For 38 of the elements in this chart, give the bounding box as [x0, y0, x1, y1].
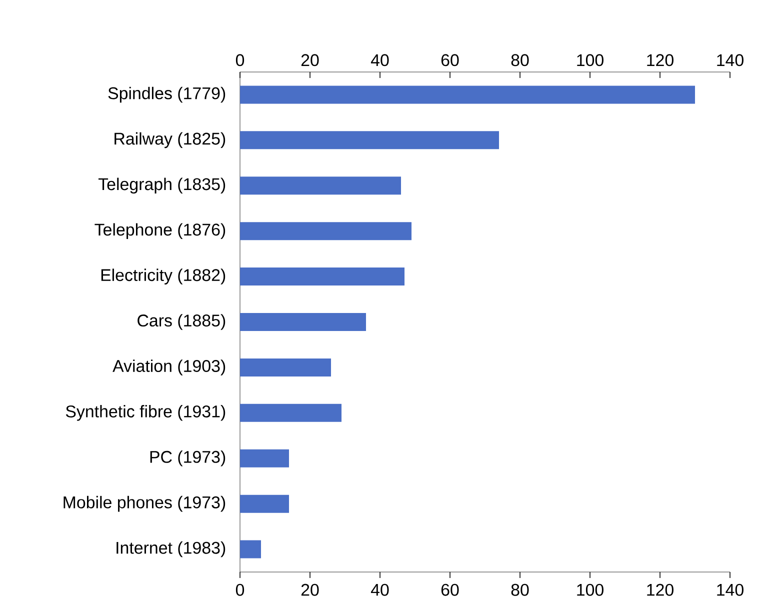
bar	[240, 494, 289, 513]
x-tick-label: 40	[370, 584, 389, 596]
bar	[240, 358, 332, 376]
x2-tick-label: 120	[647, 54, 674, 66]
bar	[240, 540, 261, 558]
x-tick-label: 20	[301, 584, 319, 596]
bar	[240, 404, 342, 422]
x2-tick-label: 140	[717, 54, 744, 66]
x-tick-label: 80	[511, 584, 529, 596]
bar	[240, 86, 696, 104]
y-tick-label: PC (1973)	[150, 450, 226, 466]
x2-tick-label: 20	[301, 54, 319, 66]
y-tick-label: Electricity (1882)	[101, 268, 226, 284]
y-tick-label: Synthetic fibre (1931)	[66, 405, 226, 421]
bar	[240, 131, 500, 150]
x2-tick-label: 60	[441, 54, 459, 66]
y-tick-label: Spindles (1779)	[108, 86, 226, 103]
bar	[240, 176, 402, 195]
bar	[240, 449, 289, 468]
y-tick-label: Mobile phones (1973)	[64, 496, 226, 512]
y-tick-label: Internet (1983)	[116, 541, 226, 558]
bar	[240, 268, 405, 286]
y-tick-label: Telegraph (1835)	[98, 178, 226, 194]
bar	[240, 313, 366, 332]
x2-tick-label: 100	[577, 54, 604, 66]
y-tick-label: Railway (1825)	[114, 132, 226, 148]
x-tick-label: 100	[577, 584, 604, 596]
y-tick-label: Aviation (1903)	[112, 360, 226, 376]
bar	[240, 222, 412, 240]
x2-tick-label: 0	[236, 54, 244, 66]
x2-tick-label: 80	[511, 54, 529, 66]
x-tick-label: 0	[236, 584, 244, 596]
x-tick-label: 140	[717, 584, 744, 596]
x-tick-label: 60	[441, 584, 459, 596]
x2-tick-label: 40	[370, 54, 389, 66]
y-tick-label: Cars (1885)	[138, 314, 226, 330]
x-tick-label: 120	[647, 584, 674, 596]
y-tick-label: Telephone (1876)	[94, 223, 226, 239]
